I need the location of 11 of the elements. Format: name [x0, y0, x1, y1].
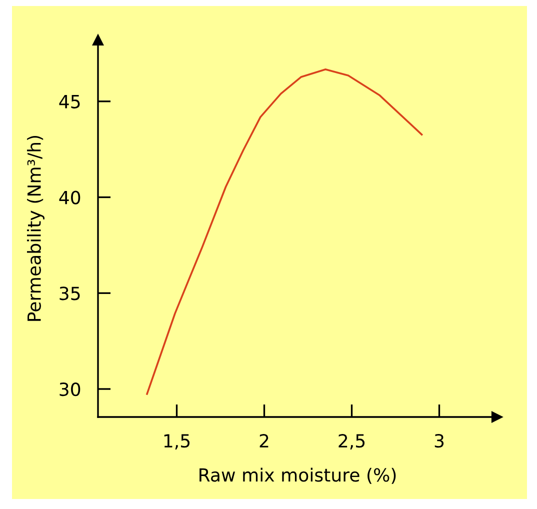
x-tick-label: 2,5 — [338, 434, 365, 450]
y-tick-label: 45 — [59, 95, 80, 108]
y-axis-title: Permeability (Nm³/h) — [26, 136, 44, 321]
x-tick-label: 3 — [434, 434, 444, 448]
y-tick-label: 30 — [60, 382, 80, 396]
x-tick-label: 1,5 — [164, 434, 190, 450]
x-axis-title: Raw mix moisture (%) — [200, 468, 396, 484]
line-series — [146, 68, 423, 395]
y-tick-label: 40 — [59, 190, 80, 204]
y-tick-label: 35 — [60, 286, 80, 300]
x-tick-label: 2 — [260, 434, 268, 448]
